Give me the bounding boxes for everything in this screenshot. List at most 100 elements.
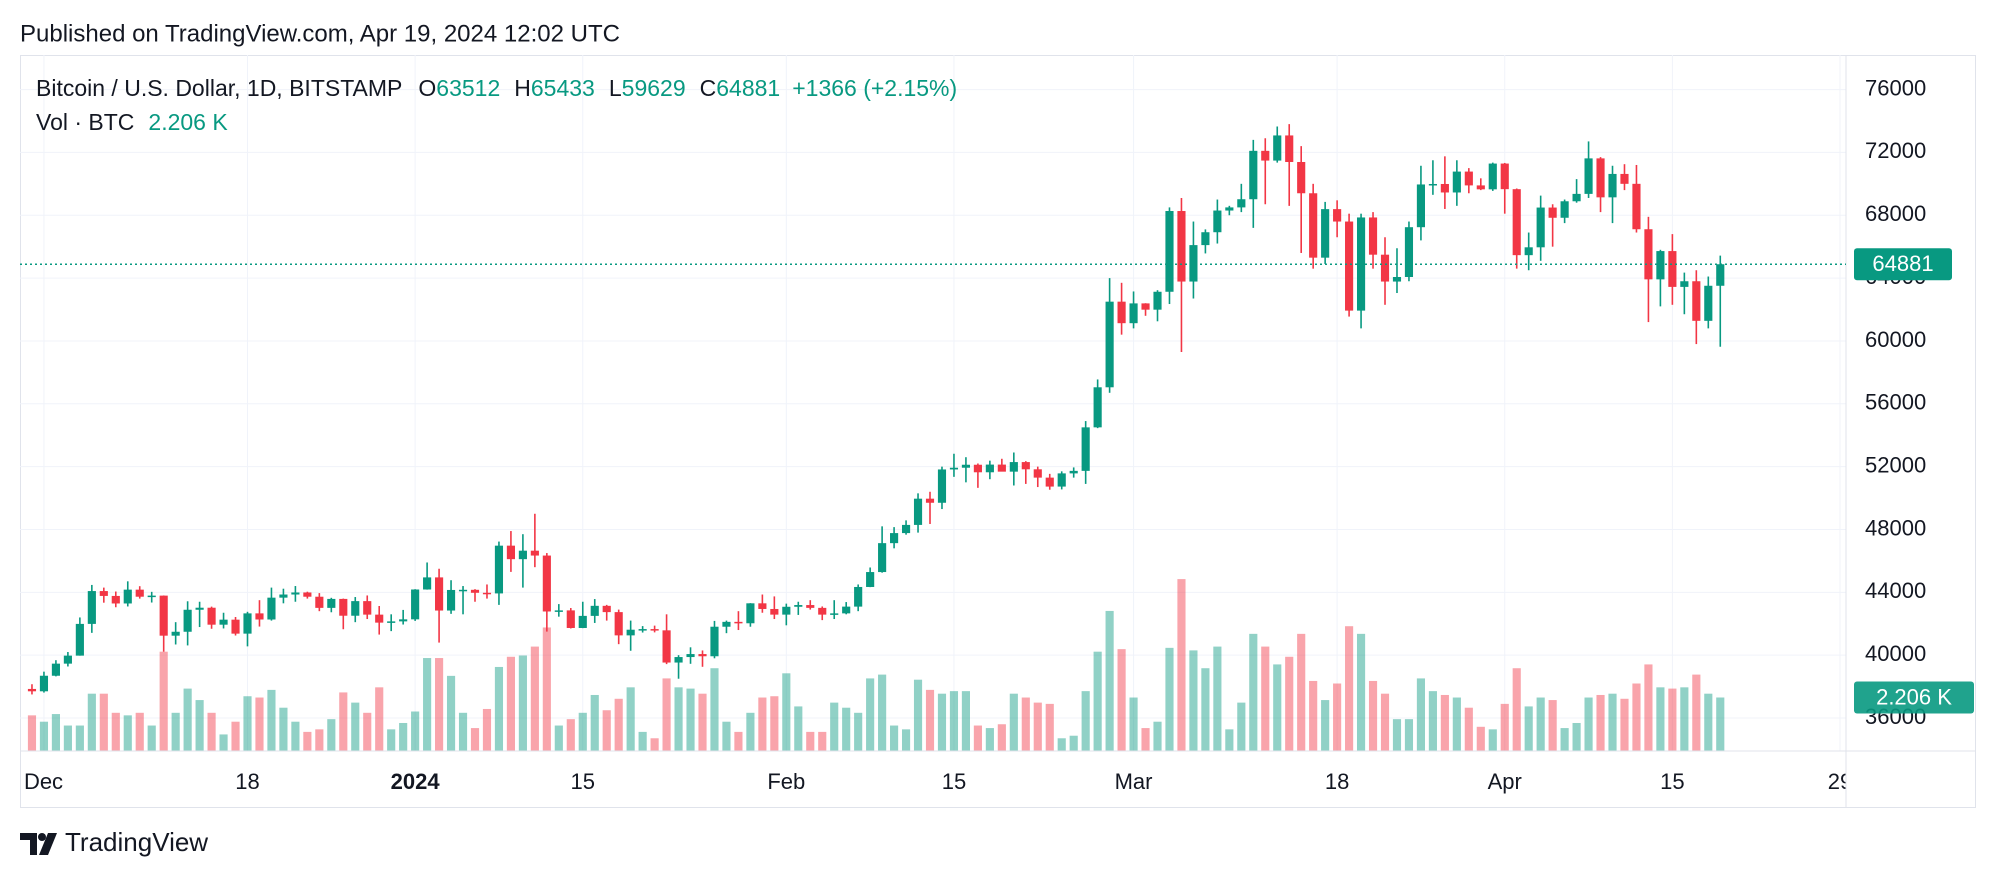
volume-bar [674, 687, 683, 751]
volume-bar [1464, 707, 1473, 751]
volume-bar [482, 708, 492, 751]
y-tick-label: 56000 [1865, 390, 1926, 415]
candle-body [890, 533, 899, 544]
volume-bar [111, 712, 120, 751]
candle-body [506, 545, 515, 560]
candle-body [650, 629, 659, 631]
volume-bar [1416, 678, 1426, 751]
volume-bar [1440, 694, 1449, 751]
candle-body [590, 605, 599, 616]
volume-bar [890, 725, 899, 751]
candle-body [770, 608, 779, 615]
volume-bar [1009, 693, 1018, 751]
volume-bar [339, 692, 348, 751]
candle-body [1572, 193, 1581, 202]
volume-bar [171, 712, 180, 751]
volume-bar [782, 673, 791, 751]
volume-bar [255, 697, 264, 751]
volume-bar [1656, 687, 1665, 751]
last-price-label: 64881 [1872, 251, 1933, 276]
candle-body [1141, 303, 1150, 310]
candle-body [1416, 184, 1426, 228]
candle-body [39, 675, 49, 692]
volume-bar [650, 738, 659, 751]
volume-bar [1093, 651, 1102, 751]
candle-body [1081, 427, 1090, 471]
symbol-title: Bitcoin / U.S. Dollar, 1D, BITSTAMP [36, 75, 402, 101]
candle-body [291, 592, 300, 595]
volume-bar [87, 693, 96, 751]
candle-body [1225, 207, 1234, 211]
candle-body [219, 619, 228, 625]
volume-bar [614, 698, 623, 751]
volume-bar [1165, 647, 1174, 751]
volume-bar [494, 666, 504, 751]
y-tick-label: 48000 [1865, 515, 1926, 540]
volume-bar [1536, 697, 1545, 751]
candle-body [363, 601, 372, 615]
volume-bar [1632, 683, 1641, 751]
plot-area [20, 55, 1846, 751]
published-note: Published on TradingView.com, Apr 19, 20… [20, 20, 620, 47]
volume-bar [1249, 633, 1258, 751]
volume-bar [518, 655, 527, 751]
volume-bar [1512, 668, 1521, 751]
volume-bar [1081, 691, 1090, 751]
volume-bar [267, 689, 276, 751]
candle-body [985, 464, 994, 473]
volume-bar [1105, 610, 1114, 751]
candle-body [1548, 207, 1557, 218]
volume-bar [291, 721, 300, 751]
candle-body [1153, 291, 1162, 310]
candle-body [1488, 163, 1497, 190]
volume-bar [315, 729, 324, 751]
volume-bar [734, 731, 743, 751]
candle-body [578, 615, 587, 628]
candle-body [1309, 193, 1318, 258]
volume-bar [1572, 722, 1581, 751]
candle-body [961, 464, 970, 468]
candle-body [1033, 469, 1042, 478]
y-tick-label: 72000 [1865, 138, 1926, 163]
candle-body [387, 621, 396, 623]
candle-body [243, 613, 252, 634]
x-tick-label: 18 [235, 769, 259, 794]
volume-bar [1057, 738, 1066, 751]
candle-body [758, 603, 767, 609]
candle-body [63, 655, 72, 664]
candle-body [1596, 158, 1605, 198]
volume-bar [195, 700, 204, 751]
candle-body [171, 631, 180, 636]
legend: Bitcoin / U.S. Dollar, 1D, BITSTAMP O6351… [36, 75, 957, 101]
candle-body [87, 591, 96, 624]
candles [27, 124, 1725, 695]
candle-body [1273, 135, 1282, 161]
volume-bar [1321, 700, 1330, 751]
volume-bar [1261, 646, 1270, 751]
volume-bar [758, 697, 767, 751]
legend-value: 59629 [622, 75, 686, 101]
legend-value: 63512 [436, 75, 500, 101]
candle-body [602, 605, 611, 613]
candle-body [1680, 281, 1689, 287]
candle-body [1464, 171, 1473, 186]
candle-body [267, 597, 276, 620]
volume-bar [1021, 697, 1030, 751]
candle-body [1069, 470, 1078, 474]
volume-bar [554, 725, 563, 751]
candle-body [1512, 189, 1521, 256]
candle-body [1716, 264, 1725, 286]
y-tick-label: 68000 [1865, 201, 1926, 226]
volume-bar [1668, 688, 1677, 751]
candle-body [1177, 211, 1186, 282]
candle-body [1117, 301, 1126, 324]
volume-bar [1716, 697, 1725, 751]
candle-body [1333, 209, 1342, 222]
candle-body [1632, 183, 1641, 230]
volume-bar [123, 715, 132, 751]
candle-body [1452, 171, 1461, 193]
candle-body [1021, 462, 1030, 470]
candle-body [1165, 211, 1174, 292]
volume-value: 2.206 K [148, 109, 228, 135]
candle-body [842, 606, 851, 614]
